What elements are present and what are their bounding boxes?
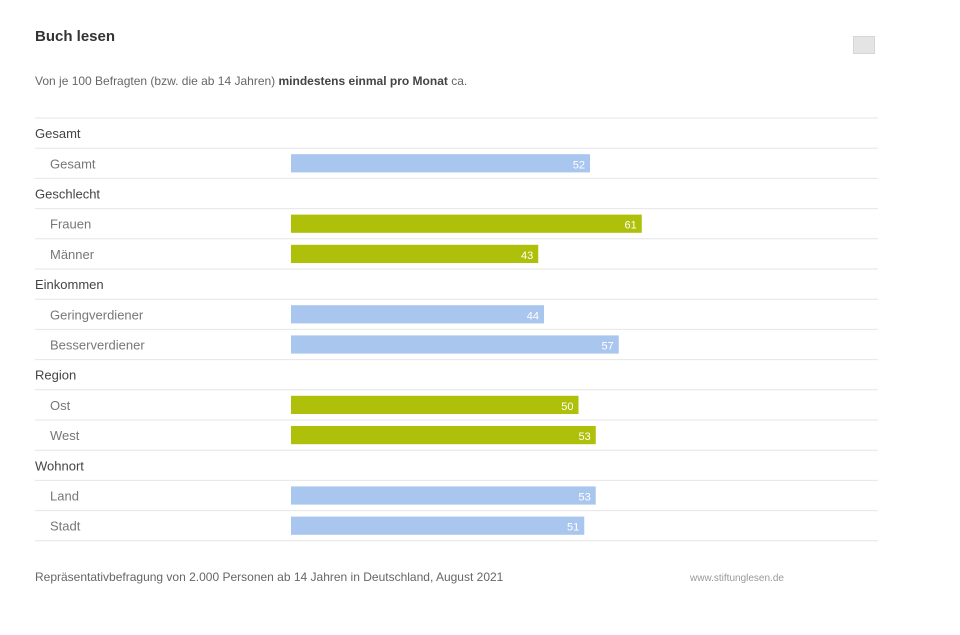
category-label: Frauen bbox=[50, 217, 91, 232]
source-note: Repräsentativbefragung von 2.000 Persone… bbox=[35, 570, 504, 584]
category-label: Männer bbox=[50, 247, 95, 262]
bar bbox=[291, 395, 579, 414]
group-label: Region bbox=[35, 368, 76, 383]
subtitle-suffix: ca. bbox=[447, 74, 468, 88]
category-label: Gesamt bbox=[50, 156, 96, 171]
data-label: 53 bbox=[579, 431, 591, 443]
group-label: Wohnort bbox=[35, 458, 84, 473]
data-label: 61 bbox=[625, 220, 637, 232]
category-label: West bbox=[50, 428, 80, 443]
category-label: Ost bbox=[50, 398, 71, 413]
category-label: Besserverdiener bbox=[50, 338, 145, 353]
data-label: 50 bbox=[561, 401, 573, 413]
chart-title: Buch lesen bbox=[35, 28, 116, 45]
subtitle-text: Von je 100 Befragten (bzw. die ab 14 Jah… bbox=[35, 74, 279, 88]
data-label: 44 bbox=[527, 310, 539, 322]
category-label: Land bbox=[50, 489, 79, 504]
data-label: 52 bbox=[573, 159, 585, 171]
chart-subtitle: Von je 100 Befragten (bzw. die ab 14 Jah… bbox=[35, 74, 467, 88]
menu-icon[interactable] bbox=[853, 36, 875, 54]
bar bbox=[291, 305, 544, 324]
group-label: Einkommen bbox=[35, 277, 104, 292]
bar bbox=[291, 154, 590, 173]
bar bbox=[291, 335, 619, 354]
data-label: 57 bbox=[602, 341, 614, 353]
category-label: Stadt bbox=[50, 519, 81, 534]
bar bbox=[291, 486, 596, 505]
group-label: Geschlecht bbox=[35, 187, 100, 202]
bar bbox=[291, 426, 596, 445]
data-label: 53 bbox=[579, 492, 591, 504]
data-label: 51 bbox=[567, 522, 579, 534]
bar bbox=[291, 244, 539, 263]
bar bbox=[291, 214, 642, 233]
subtitle-emphasis: mindestens einmal pro Monat bbox=[278, 74, 448, 88]
category-label: Geringverdiener bbox=[50, 307, 144, 322]
group-label: Gesamt bbox=[35, 126, 81, 141]
brand-link[interactable]: www.stiftunglesen.de bbox=[690, 573, 784, 584]
data-label: 43 bbox=[521, 250, 533, 262]
bar bbox=[291, 516, 585, 535]
